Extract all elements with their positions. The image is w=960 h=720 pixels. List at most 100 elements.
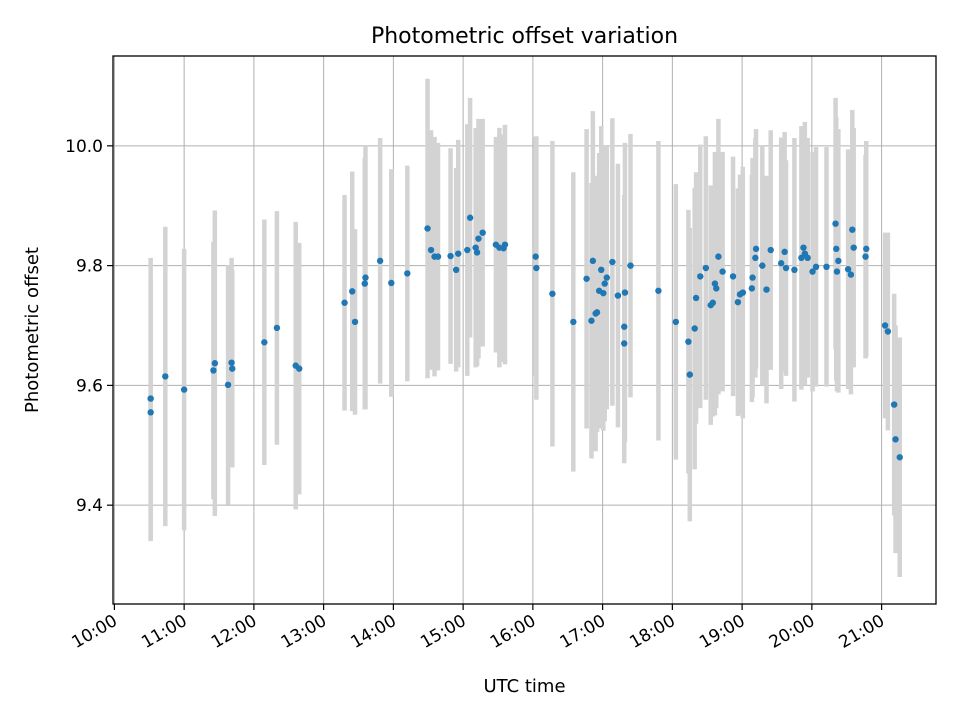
x-tick-label: 13:00: [278, 611, 330, 653]
data-point: [719, 268, 726, 275]
data-point: [832, 220, 839, 227]
data-point: [715, 253, 722, 260]
data-point: [147, 409, 154, 416]
data-point: [844, 266, 852, 273]
data-point: [211, 360, 219, 367]
data-point: [147, 395, 154, 402]
data-point: [892, 436, 899, 443]
data-point: [273, 324, 281, 332]
data-point: [296, 365, 303, 372]
data-point: [862, 253, 869, 260]
y-axis-ticks: 9.4 9.6 9.8 10.0: [65, 137, 113, 516]
x-tick-label: 21:00: [836, 611, 888, 653]
y-axis-label: Photometric offset: [22, 247, 43, 413]
data-point: [447, 252, 454, 260]
data-point: [349, 288, 356, 295]
data-point: [549, 290, 556, 297]
y-tick-label: 9.8: [76, 257, 103, 277]
data-point: [501, 241, 509, 248]
y-tick-label: 9.6: [76, 376, 103, 396]
data-point: [583, 275, 590, 282]
data-point: [376, 257, 384, 265]
data-point: [847, 271, 855, 278]
data-point: [791, 266, 798, 274]
data-point: [479, 229, 486, 236]
data-point: [180, 386, 188, 393]
data-point: [600, 289, 607, 297]
x-tick-label: 11:00: [138, 611, 190, 653]
data-point: [752, 245, 760, 253]
data-point: [598, 266, 605, 274]
x-tick-label: 15:00: [417, 611, 469, 653]
data-point: [589, 257, 597, 265]
data-point: [466, 214, 474, 221]
data-point: [896, 454, 903, 461]
x-axis-ticks: 10:00 11:00 12:00 13:00 14:00 15:00 16:00 17:00…: [68, 604, 888, 653]
x-tick-label: 12:00: [208, 611, 260, 653]
data-point: [434, 253, 442, 260]
data-point: [749, 274, 756, 281]
data-point: [621, 340, 628, 347]
data-point: [884, 328, 892, 335]
data-point: [601, 280, 608, 287]
x-tick-label: 18:00: [626, 611, 678, 653]
data-point: [691, 325, 698, 332]
data-point: [835, 257, 842, 265]
data-point: [609, 258, 616, 266]
data-point: [672, 318, 680, 326]
data-point: [614, 292, 622, 299]
data-point: [603, 274, 610, 281]
data-point: [697, 273, 704, 280]
data-point: [729, 273, 737, 280]
data-point: [224, 381, 232, 388]
data-point: [404, 270, 411, 277]
data-point: [475, 235, 482, 242]
data-point: [890, 401, 898, 408]
x-tick-label: 10:00: [68, 611, 120, 653]
x-tick-label: 19:00: [696, 611, 748, 653]
data-point: [809, 268, 816, 275]
data-point: [464, 246, 471, 254]
data-point: [881, 322, 889, 329]
data-point: [692, 294, 700, 302]
data-point: [763, 286, 770, 293]
data-point: [473, 249, 481, 256]
data-point: [850, 244, 857, 251]
data-point: [341, 299, 348, 306]
data-point: [532, 253, 539, 260]
data-point: [798, 254, 805, 262]
data-point: [800, 244, 807, 251]
x-axis-label: UTC time: [483, 676, 565, 697]
data-point: [767, 246, 774, 254]
data-point: [713, 285, 720, 292]
data-point: [734, 298, 742, 306]
data-point: [593, 309, 601, 316]
error-bars: [148, 78, 902, 578]
y-tick-label: 9.4: [76, 496, 103, 516]
data-point: [777, 260, 785, 267]
data-point: [351, 318, 359, 326]
data-point: [655, 287, 662, 294]
data-point: [588, 317, 595, 324]
x-tick-label: 20:00: [766, 611, 818, 653]
data-point: [781, 248, 788, 256]
x-tick-label: 17:00: [557, 611, 609, 653]
data-point: [229, 365, 236, 372]
data-point: [570, 318, 577, 326]
data-point: [863, 245, 870, 253]
data-point: [759, 262, 766, 269]
data-point: [709, 299, 717, 306]
data-point: [455, 250, 462, 257]
data-point: [533, 264, 540, 272]
data-point: [833, 268, 841, 275]
data-point: [228, 359, 235, 366]
data-point: [752, 254, 759, 262]
data-point: [804, 254, 811, 262]
data-point: [388, 279, 395, 287]
x-tick-label: 16:00: [487, 611, 539, 653]
data-point: [739, 289, 747, 296]
data-point: [621, 289, 629, 296]
chart-title: Photometric offset variation: [371, 24, 678, 49]
data-point: [261, 339, 268, 346]
